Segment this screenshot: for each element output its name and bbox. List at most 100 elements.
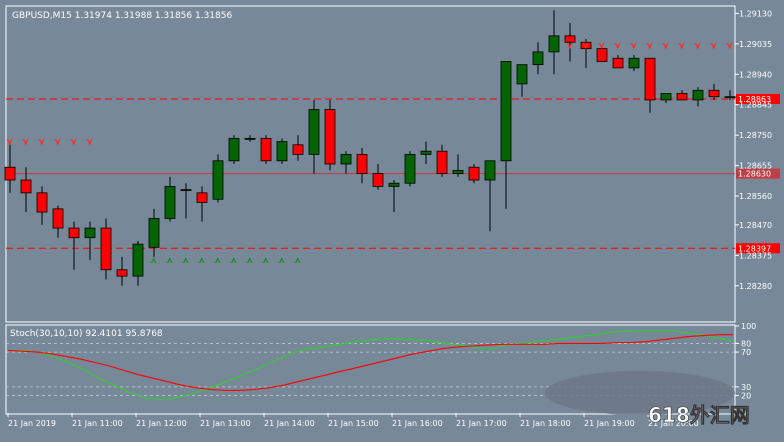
bull-candle[interactable]: [484, 160, 496, 181]
bull-candle[interactable]: [388, 182, 400, 187]
sell-signal-arrow: ⋎: [566, 41, 573, 51]
bull-candle[interactable]: [340, 153, 352, 165]
signal-arrows: ⋎ ⋎ ⋎ ⋎ ⋎ ⋎ ⋎ ⋎ ⋎ ⋎ ⋎ ⋎ ⋎ ⋎ ⋎ ⋎ ⋎ ⋏ ⋏ ⋏ ⋏ ⋏ ⋏ ⋏ ⋏ ⋏ ⋏: [6, 41, 733, 266]
bull-candle[interactable]: [276, 141, 288, 162]
bear-candle[interactable]: [196, 192, 208, 203]
bull-candle[interactable]: [244, 137, 256, 140]
bear-candle[interactable]: [708, 89, 720, 98]
bear-candle[interactable]: [580, 41, 592, 50]
price-tick-label: 1.28845: [739, 101, 772, 110]
time-tick-label: 21 Jan 16:00: [392, 419, 443, 428]
buy-signal-arrow: ⋏: [166, 256, 173, 266]
bull-candle[interactable]: [404, 153, 416, 184]
watermark-blur: [545, 371, 735, 415]
buy-signal-arrow: ⋏: [198, 256, 205, 266]
watermark-text: 618外汇网: [648, 403, 750, 427]
price-level-tag: [736, 243, 780, 254]
price-axis: 1.29130 1.29035 1.28940 1.28845 1.28750 1.286…: [735, 9, 772, 418]
bull-candle[interactable]: [308, 109, 320, 155]
price-tick-label: 1.28940: [739, 70, 772, 79]
bull-candle[interactable]: [548, 35, 560, 53]
sell-signal-arrow: ⋎: [726, 41, 733, 51]
time-tick-label: 21 Jan 17:00: [456, 419, 507, 428]
price-tick-label: 1.28280: [739, 282, 772, 291]
price-level-label: 1.28630: [738, 170, 771, 179]
bull-candle[interactable]: [228, 137, 240, 162]
stoch-tick-label: 100: [741, 322, 756, 331]
price-tick-label: 1.28470: [739, 221, 772, 230]
bull-candle[interactable]: [532, 51, 544, 66]
bear-candle[interactable]: [372, 173, 384, 187]
bull-candle[interactable]: [84, 227, 96, 239]
bear-candle[interactable]: [52, 208, 64, 229]
sell-signal-arrow: ⋎: [598, 41, 605, 51]
bear-candle[interactable]: [324, 109, 336, 165]
time-axis: 21 Jan 2019 21 Jan 11:00 21 Jan 12:00 21 Ja…: [7, 413, 699, 428]
price-tick-label: 1.28750: [739, 131, 772, 140]
time-tick-label: 21 Jan 19:00: [584, 419, 635, 428]
bear-candle[interactable]: [356, 153, 368, 175]
candlestick-series[interactable]: [4, 10, 736, 286]
bull-candle[interactable]: [420, 150, 432, 155]
buy-signal-arrow: ⋏: [230, 256, 237, 266]
bear-candle[interactable]: [676, 93, 688, 101]
stoch-tick-label: 0: [741, 409, 746, 418]
bear-candle[interactable]: [292, 144, 304, 155]
bear-candle[interactable]: [564, 35, 576, 43]
bull-candle[interactable]: [628, 57, 640, 69]
sell-signal-arrow: ⋎: [582, 41, 589, 51]
bull-candle[interactable]: [148, 218, 160, 248]
sell-signal-arrow: ⋎: [54, 138, 61, 148]
bull-candle[interactable]: [724, 96, 736, 99]
sell-signal-arrow: ⋎: [86, 138, 93, 148]
bear-candle[interactable]: [36, 192, 48, 213]
price-pane-frame: [5, 5, 736, 323]
bear-candle[interactable]: [116, 269, 128, 277]
sell-signal-arrow: ⋎: [710, 41, 717, 51]
buy-signal-arrow: ⋏: [182, 256, 189, 266]
sell-signal-arrow: ⋎: [6, 138, 13, 148]
stoch-tick-label: 70: [741, 348, 751, 357]
bear-candle[interactable]: [4, 166, 16, 181]
price-tick-label: 1.29035: [739, 40, 772, 49]
bull-candle[interactable]: [180, 189, 192, 192]
bear-candle[interactable]: [20, 179, 32, 194]
price-tick-label: 1.29130: [739, 9, 772, 18]
price-tick-label: 1.28655: [739, 162, 772, 171]
buy-signal-arrow: ⋏: [246, 256, 253, 266]
time-tick-label: 21 Jan 14:00: [264, 419, 315, 428]
bull-candle[interactable]: [164, 186, 176, 219]
bear-candle[interactable]: [68, 227, 80, 239]
stoch-main-line: [8, 329, 734, 401]
bear-candle[interactable]: [596, 48, 608, 62]
buy-signal-arrow: ⋏: [214, 256, 221, 266]
sell-signal-arrow: ⋎: [630, 41, 637, 51]
bear-candle[interactable]: [468, 166, 480, 181]
bull-candle[interactable]: [500, 61, 512, 162]
bear-candle[interactable]: [436, 150, 448, 175]
bull-candle[interactable]: [132, 243, 144, 277]
bear-candle[interactable]: [644, 57, 656, 101]
chart-title: GBPUSD,M15 1.31974 1.31988 1.31856 1.318…: [12, 11, 232, 21]
time-tick-label: 21 Jan 2019: [8, 419, 56, 428]
price-tick-label: 1.28375: [739, 251, 772, 260]
stoch-signal-line: [7, 334, 733, 391]
price-level-tag: [736, 168, 780, 179]
sell-signal-arrow: ⋎: [38, 138, 45, 148]
stoch-pane-frame: [5, 324, 736, 415]
bear-candle[interactable]: [100, 227, 112, 271]
price-level-lines: 1.28863 1.28630 1.28397: [6, 93, 780, 254]
bull-candle[interactable]: [660, 93, 672, 101]
price-level-label: 1.28863: [738, 95, 771, 104]
time-tick-label: 21 Jan 11:00: [72, 419, 123, 428]
bull-candle[interactable]: [452, 170, 464, 175]
bear-candle[interactable]: [612, 57, 624, 69]
time-tick-label: 21 Jan 15:00: [328, 419, 379, 428]
stoch-tick-label: 30: [741, 383, 751, 392]
stoch-title: Stoch(30,10,10) 92.4101 95.8768: [10, 329, 163, 339]
sell-signal-arrow: ⋎: [22, 138, 29, 148]
bull-candle[interactable]: [212, 160, 224, 200]
bull-candle[interactable]: [692, 89, 704, 101]
bull-candle[interactable]: [516, 64, 528, 85]
bear-candle[interactable]: [260, 137, 272, 162]
